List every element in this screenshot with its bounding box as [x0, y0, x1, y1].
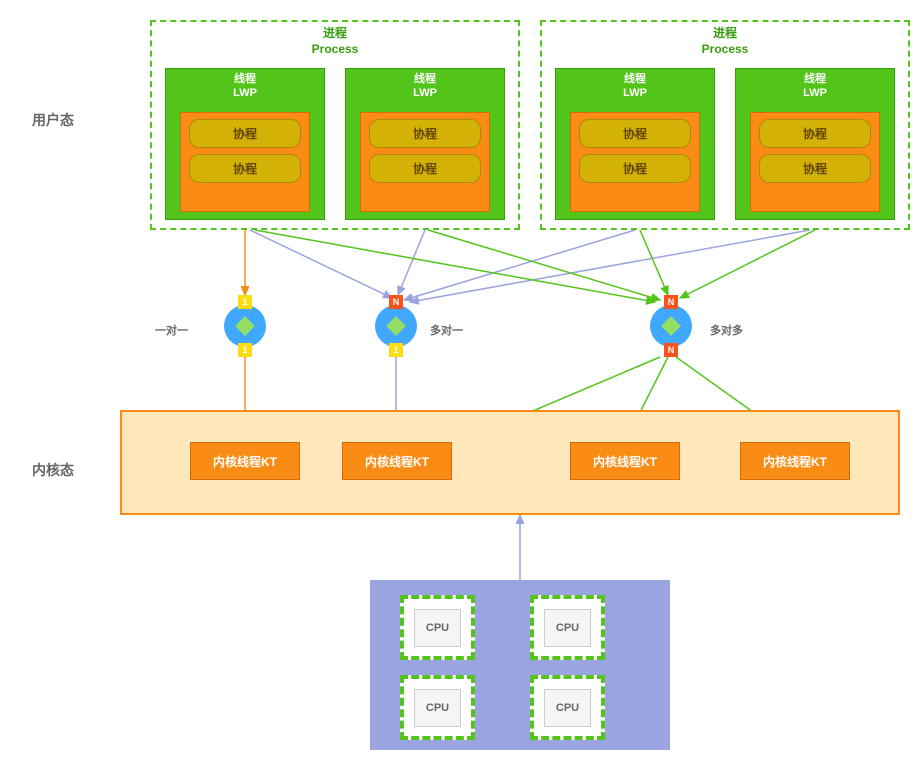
- kernel-thread: 内核线程KT: [190, 442, 300, 480]
- mapping-label-many-to-one: 多对一: [430, 322, 463, 338]
- coroutine: 协程: [189, 154, 301, 183]
- cpu-chip: CPU: [530, 675, 605, 740]
- coroutine: 协程: [369, 154, 481, 183]
- mapper-node: NN: [650, 295, 692, 357]
- coroutine-stack: 协程协程: [180, 112, 310, 212]
- mapper-top-badge: N: [389, 295, 403, 309]
- coroutine: 协程: [759, 119, 871, 148]
- cpu-chip: CPU: [400, 675, 475, 740]
- mapper-bottom-badge: 1: [389, 343, 403, 357]
- kernel-thread: 内核线程KT: [342, 442, 452, 480]
- mapper-node: N1: [375, 295, 417, 357]
- kernel-thread: 内核线程KT: [570, 442, 680, 480]
- process-title: 进程Process: [152, 22, 518, 57]
- coroutine: 协程: [579, 154, 691, 183]
- coroutine-stack: 协程协程: [570, 112, 700, 212]
- coroutine-stack: 协程协程: [360, 112, 490, 212]
- mapper-top-badge: 1: [238, 295, 252, 309]
- cpu-chip: CPU: [530, 595, 605, 660]
- user-mode-label: 用户态: [32, 110, 74, 130]
- mapping-label-many-to-many: 多对多: [710, 322, 743, 338]
- mapper-node: 11: [224, 295, 266, 357]
- kernel-thread: 内核线程KT: [740, 442, 850, 480]
- process-title: 进程Process: [542, 22, 908, 57]
- cpu-label: CPU: [414, 609, 461, 647]
- lwp-title: 线程LWP: [736, 69, 894, 101]
- coroutine: 协程: [579, 119, 691, 148]
- lwp-title: 线程LWP: [166, 69, 324, 101]
- mapper-bottom-badge: N: [664, 343, 678, 357]
- coroutine: 协程: [759, 154, 871, 183]
- mapping-label-one-to-one: 一对一: [155, 322, 188, 338]
- lwp-title: 线程LWP: [556, 69, 714, 101]
- cpu-label: CPU: [414, 689, 461, 727]
- kernel-mode-label: 内核态: [32, 460, 74, 480]
- coroutine: 协程: [189, 119, 301, 148]
- cpu-label: CPU: [544, 689, 591, 727]
- lwp-title: 线程LWP: [346, 69, 504, 101]
- coroutine: 协程: [369, 119, 481, 148]
- mapper-top-badge: N: [664, 295, 678, 309]
- cpu-label: CPU: [544, 609, 591, 647]
- mapper-bottom-badge: 1: [238, 343, 252, 357]
- coroutine-stack: 协程协程: [750, 112, 880, 212]
- cpu-chip: CPU: [400, 595, 475, 660]
